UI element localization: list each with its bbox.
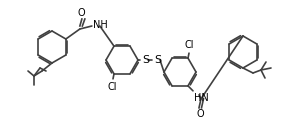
Text: S: S (142, 55, 149, 65)
Text: O: O (77, 8, 85, 18)
Text: Cl: Cl (107, 82, 117, 92)
Text: Cl: Cl (184, 40, 194, 50)
Text: S: S (154, 55, 161, 65)
Text: HN: HN (194, 93, 209, 103)
Text: NH: NH (93, 20, 108, 30)
Text: O: O (196, 109, 204, 119)
